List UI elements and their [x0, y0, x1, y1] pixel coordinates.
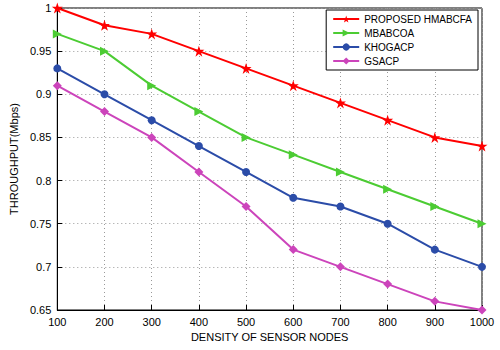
- svg-text:0.85: 0.85: [30, 131, 51, 143]
- svg-text:0.7: 0.7: [36, 261, 51, 273]
- svg-text:0.8: 0.8: [36, 175, 51, 187]
- svg-text:0.65: 0.65: [30, 304, 51, 316]
- svg-text:1000: 1000: [470, 316, 494, 328]
- svg-text:1: 1: [45, 2, 51, 14]
- svg-text:0.95: 0.95: [30, 45, 51, 57]
- svg-text:0.75: 0.75: [30, 218, 51, 230]
- svg-text:600: 600: [284, 316, 302, 328]
- svg-text:900: 900: [426, 316, 444, 328]
- svg-text:400: 400: [190, 316, 208, 328]
- svg-text:0.9: 0.9: [36, 88, 51, 100]
- svg-text:500: 500: [237, 316, 255, 328]
- svg-text:PROPOSED HMABCFA: PROPOSED HMABCFA: [364, 14, 472, 25]
- svg-text:THROUGHPUT(Mbps): THROUGHPUT(Mbps): [8, 103, 20, 215]
- svg-text:100: 100: [48, 316, 66, 328]
- svg-text:MBABCOA: MBABCOA: [364, 28, 414, 39]
- svg-text:GSACP: GSACP: [364, 56, 399, 67]
- svg-text:200: 200: [95, 316, 113, 328]
- svg-text:KHOGACP: KHOGACP: [364, 42, 414, 53]
- svg-text:DENSITY OF SENSOR NODES: DENSITY OF SENSOR NODES: [191, 331, 349, 343]
- svg-text:300: 300: [143, 316, 161, 328]
- svg-text:700: 700: [331, 316, 349, 328]
- svg-text:800: 800: [378, 316, 396, 328]
